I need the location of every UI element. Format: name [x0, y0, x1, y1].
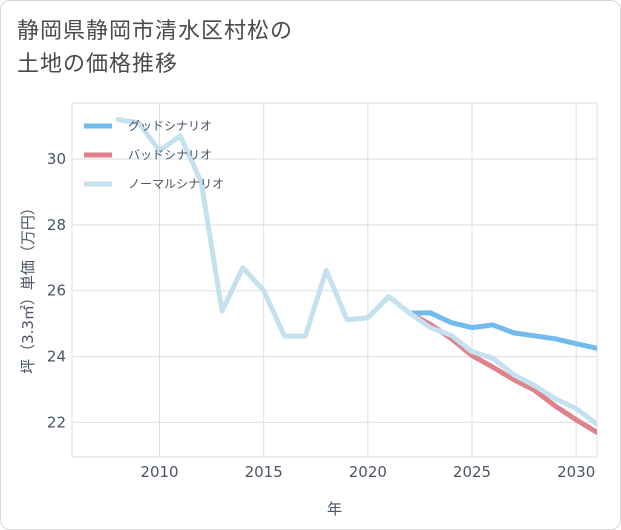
y-tick-label: 30	[47, 150, 66, 168]
x-tick-label: 2010	[140, 463, 178, 481]
y-tick-label: 26	[47, 282, 66, 300]
series-line-0	[407, 310, 597, 351]
y-tick-label: 22	[47, 413, 66, 431]
plot-frame	[71, 102, 598, 458]
x-tick-label: 2025	[453, 463, 491, 481]
x-axis-title: 年	[327, 500, 342, 518]
legend-label: ノーマルシナリオ	[128, 177, 224, 191]
grid-lines	[71, 102, 598, 458]
series-lines	[115, 117, 597, 435]
legend-label: グッドシナリオ	[128, 119, 212, 133]
x-tick-labels: 2010 2015 2020 2025 2030	[140, 463, 595, 481]
y-axis-title: 坪（3.3㎡）単価（万円）	[19, 200, 37, 374]
x-tick-label: 2030	[557, 463, 595, 481]
x-tick-label: 2015	[245, 463, 283, 481]
chart-title: 静岡県静岡市清水区村松の 土地の価格推移	[17, 15, 437, 81]
legend-label: バッドシナリオ	[128, 148, 212, 162]
y-tick-labels: 22 24 26 28 30	[47, 150, 66, 431]
y-tick-label: 28	[47, 216, 66, 234]
series-line-2	[115, 117, 597, 427]
y-tick-label: 24	[47, 348, 66, 366]
chart-title-line-2: 土地の価格推移	[17, 52, 179, 77]
x-tick-label: 2020	[349, 463, 387, 481]
chart-title-line-1: 静岡県静岡市清水区村松の	[17, 19, 294, 44]
